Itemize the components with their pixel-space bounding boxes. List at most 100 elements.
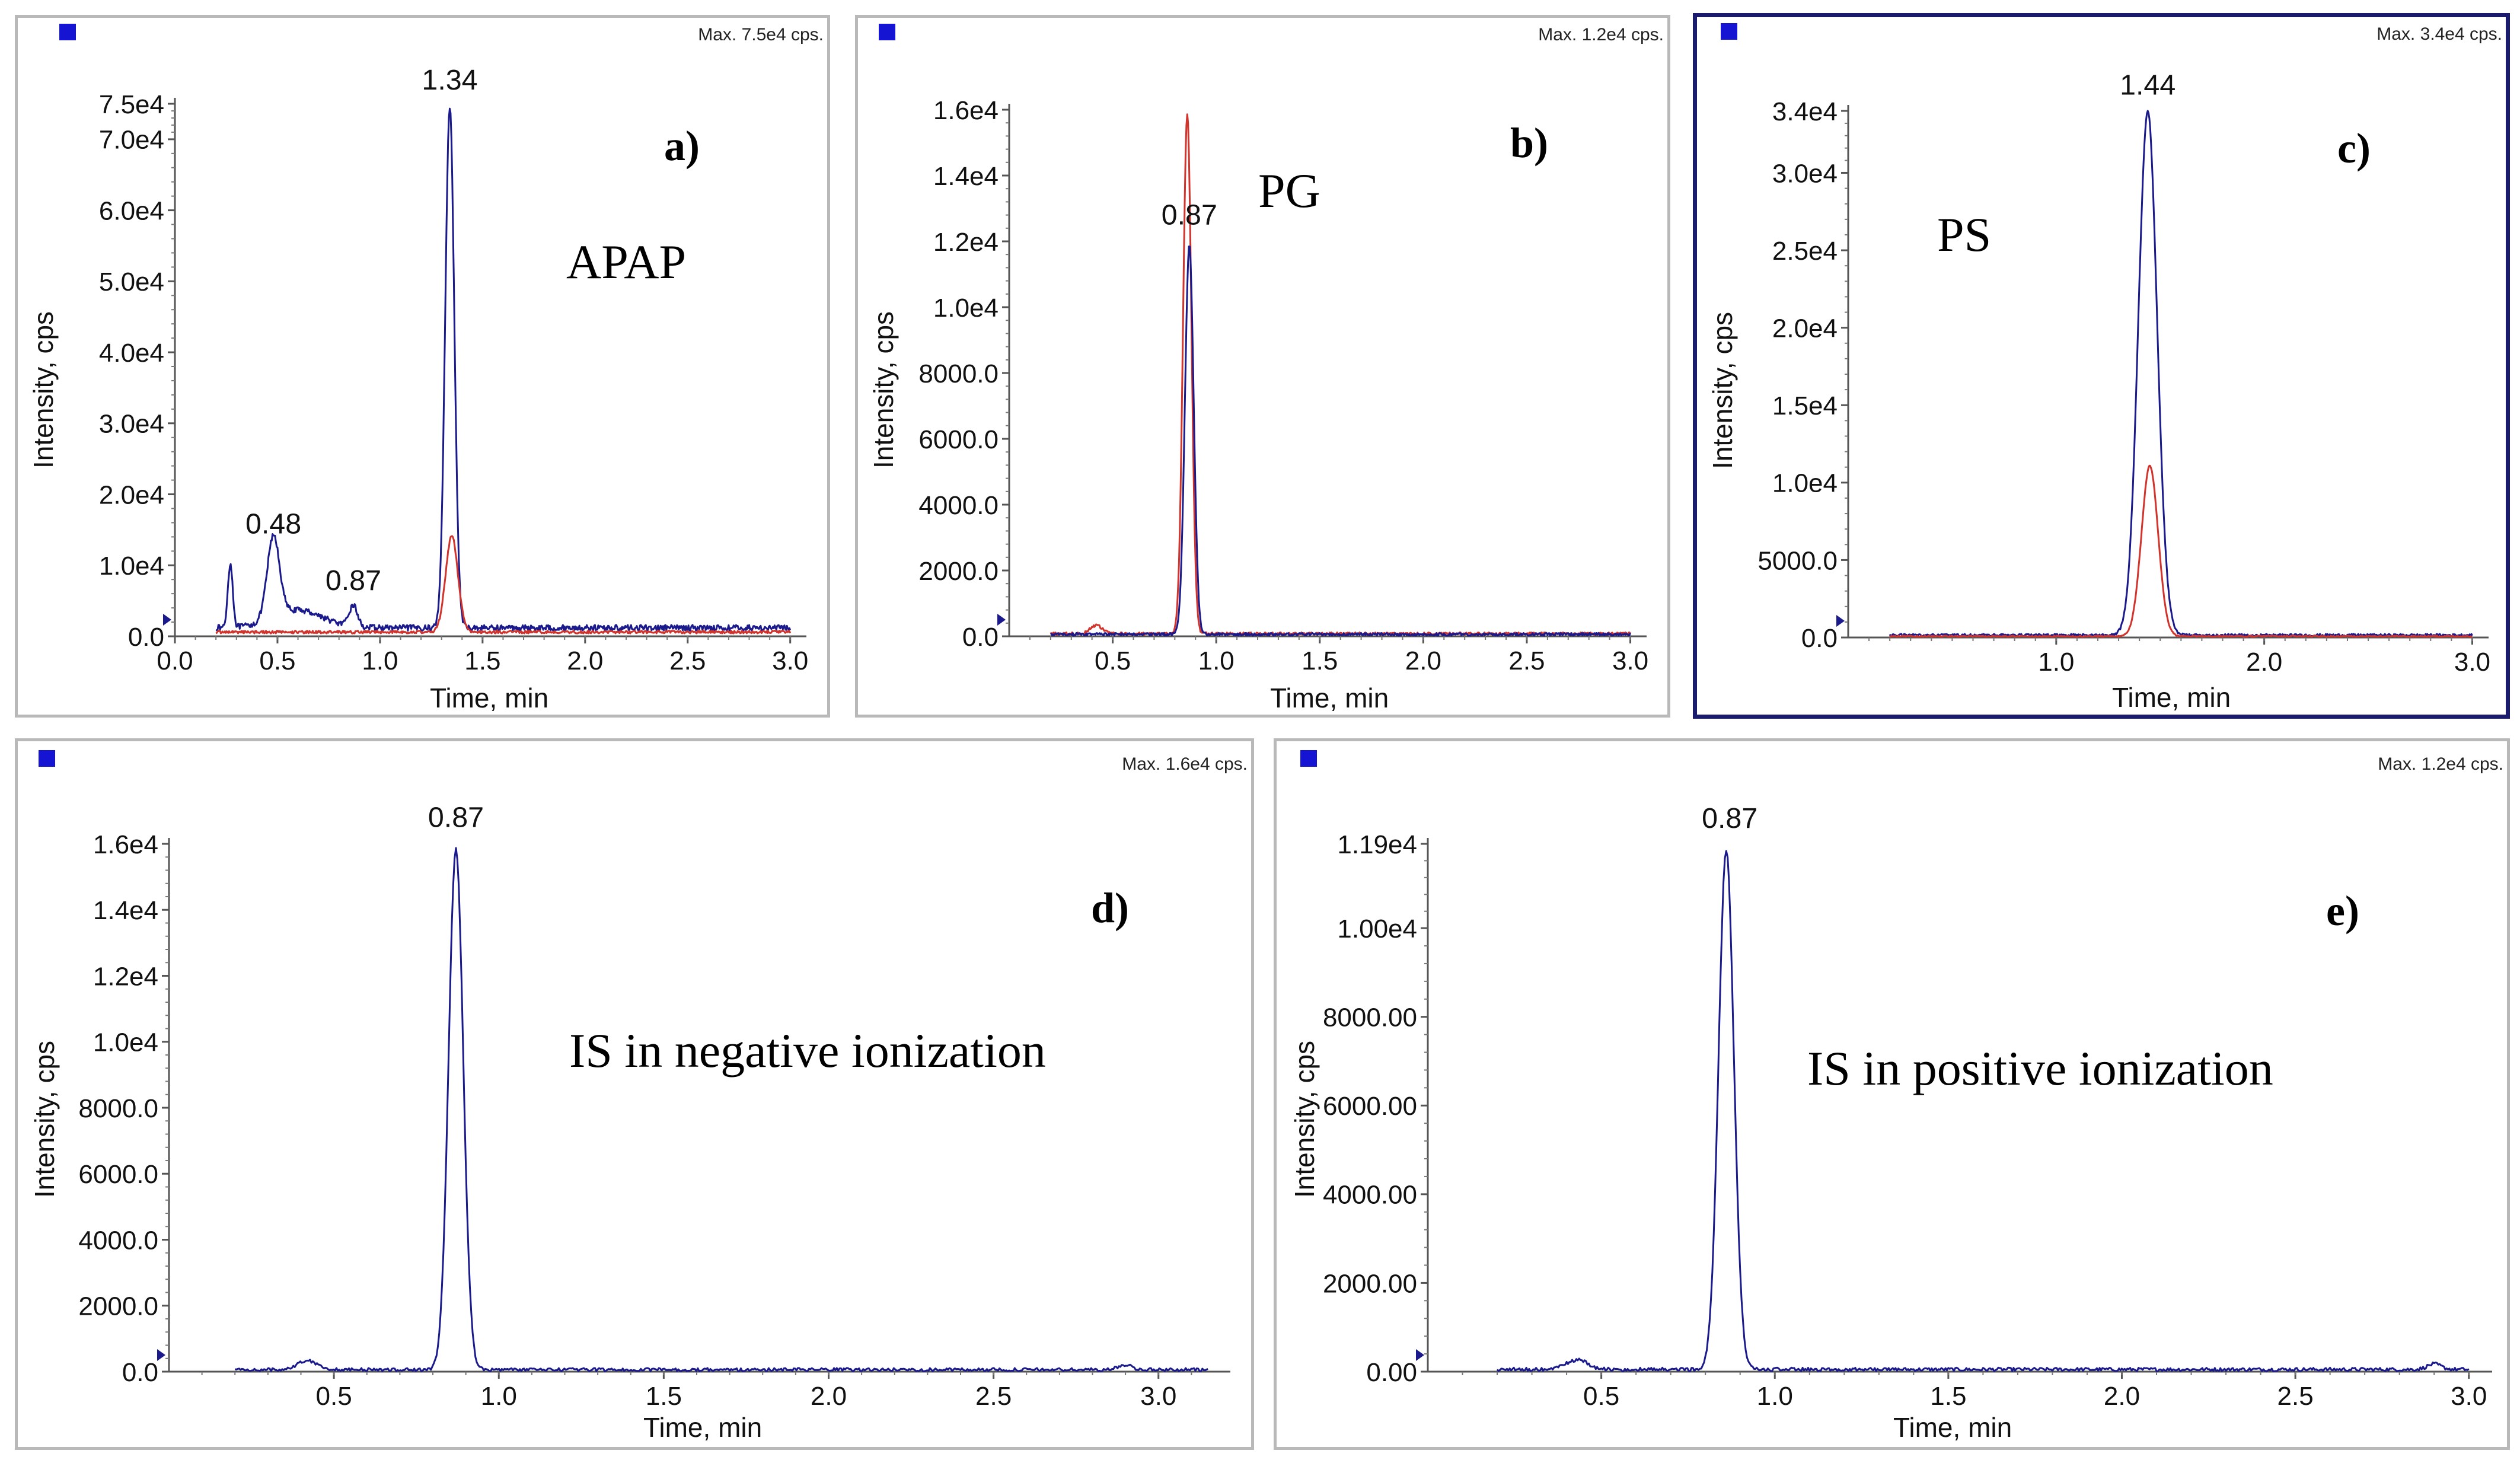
x-tick-label: 3.0 [772, 646, 808, 675]
peak-label: 0.87 [326, 565, 381, 597]
panel-marker-icon [1721, 23, 1737, 40]
y-tick-label: 1.19e4 [1337, 830, 1417, 859]
panel-letter: e) [2326, 887, 2359, 935]
chart-panel-d: Max. 1.6e4 cps. d) IS in negative ioniza… [15, 738, 1254, 1450]
series-line-primary [215, 107, 792, 632]
y-tick-label: 8000.00 [1323, 1003, 1417, 1032]
max-intensity-label: Max. 1.2e4 cps. [1538, 25, 1664, 44]
series-line-primary [1050, 246, 1631, 637]
y-tick-label: 2.0e4 [1772, 314, 1838, 343]
series-line-primary [1889, 110, 2473, 637]
x-tick-label: 2.5 [975, 1382, 1012, 1411]
chart-panel-a: Max. 7.5e4 cps. a) APAP Intensity, cps T… [15, 15, 830, 718]
peak-label: 1.44 [2120, 69, 2176, 101]
x-tick-label: 1.0 [481, 1382, 517, 1411]
compound-name: APAP [566, 235, 687, 289]
x-tick-label: 0.5 [1095, 646, 1131, 675]
x-tick-label: 1.0 [362, 646, 398, 675]
y-tick-label: 7.5e4 [99, 90, 164, 119]
y-tick-label: 0.0 [1801, 624, 1838, 653]
x-tick-label: 3.0 [2451, 1382, 2487, 1411]
series-line-secondary [1050, 113, 1631, 636]
x-tick-label: 2.0 [2104, 1382, 2140, 1411]
y-tick-label: 1.4e4 [933, 162, 999, 191]
x-tick-label: 2.0 [1405, 646, 1441, 675]
x-tick-label: 2.5 [1508, 646, 1545, 675]
series-line-secondary [215, 535, 792, 635]
peak-label: 0.87 [428, 801, 484, 833]
series-line-primary [1496, 850, 2470, 1372]
y-tick-label: 0.00 [1366, 1358, 1417, 1387]
y-tick-label: 1.0e4 [99, 552, 164, 581]
y-tick-label: 1.6e4 [933, 96, 999, 125]
chromatogram-plot: 0.0 2000.0 4000.0 6000.0 8000.0 1.0e4 1.2e4 1.4… [918, 96, 1648, 675]
y-tick-label: 2.5e4 [1772, 237, 1838, 266]
y-tick-label: 3.0e4 [99, 410, 164, 439]
y-tick-label: 4000.00 [1323, 1181, 1417, 1210]
panel-marker-icon [1300, 750, 1317, 767]
y-tick-label: 3.4e4 [1772, 97, 1838, 126]
panel-marker-icon [879, 24, 895, 40]
x-axis-label: Time, min [2112, 682, 2231, 713]
y-tick-label: 0.0 [122, 1358, 158, 1387]
y-tick-label: 6000.00 [1323, 1092, 1417, 1121]
y-tick-label: 1.2e4 [93, 962, 158, 991]
max-intensity-label: Max. 1.2e4 cps. [2378, 754, 2503, 774]
x-tick-label: 2.5 [669, 646, 706, 675]
x-tick-label: 3.0 [1140, 1382, 1176, 1411]
y-tick-label: 5000.0 [1757, 546, 1838, 575]
x-tick-label: 0.5 [316, 1382, 352, 1411]
y-tick-label: 4000.0 [78, 1226, 158, 1255]
peak-label: 1.34 [422, 64, 477, 96]
chart-panel-b: Max. 1.2e4 cps. b) PG Intensity, cps Tim… [855, 15, 1670, 718]
x-axis-label: Time, min [643, 1412, 763, 1443]
y-tick-label: 2.0e4 [99, 480, 164, 509]
y-tick-label: 1.4e4 [93, 896, 158, 925]
baseline-marker-icon [997, 614, 1006, 626]
y-tick-label: 1.0e4 [93, 1028, 158, 1057]
peak-label: 0.87 [1162, 199, 1217, 231]
x-tick-label: 1.0 [1757, 1382, 1793, 1411]
y-tick-label: 4.0e4 [99, 339, 164, 368]
y-tick-label: 1.00e4 [1337, 914, 1417, 943]
panel-letter: a) [664, 122, 700, 170]
panel-marker-icon [39, 750, 55, 767]
panel-marker-icon [59, 24, 76, 40]
y-tick-label: 1.5e4 [1772, 391, 1838, 420]
x-tick-label: 2.0 [811, 1382, 847, 1411]
series-line-secondary [1889, 464, 2473, 638]
x-tick-label: 1.5 [1930, 1382, 1966, 1411]
y-tick-label: 2000.00 [1323, 1269, 1417, 1298]
x-tick-label: 2.5 [2277, 1382, 2314, 1411]
chart-panel-c: Max. 3.4e4 cps. c) PS Intensity, cps Tim… [1693, 13, 2510, 719]
y-tick-label: 0.0 [128, 623, 164, 652]
x-tick-label: 2.0 [2246, 648, 2282, 677]
chart-panel-e: Max. 1.2e4 cps. e) IS in positive ioniza… [1274, 738, 2510, 1450]
y-tick-label: 6000.0 [918, 425, 999, 454]
y-tick-label: 1.0e4 [933, 294, 999, 323]
x-axis-label: Time, min [1270, 683, 1389, 713]
baseline-marker-icon [157, 1349, 165, 1361]
x-tick-label: 1.5 [646, 1382, 682, 1411]
y-tick-label: 8000.0 [918, 359, 999, 388]
baseline-marker-icon [163, 614, 171, 626]
compound-name: PG [1258, 164, 1320, 218]
y-tick-label: 2000.0 [78, 1292, 158, 1321]
chromatogram-plot: 0.0 1.0e4 2.0e4 3.0e4 4.0e4 5.0e4 6.0e4 7.0e4 7.… [99, 64, 808, 675]
max-intensity-label: Max. 7.5e4 cps. [698, 25, 824, 44]
y-tick-label: 6.0e4 [99, 196, 164, 225]
x-tick-label: 3.0 [1612, 646, 1648, 675]
y-tick-label: 8000.0 [78, 1094, 158, 1123]
x-tick-label: 3.0 [2454, 648, 2490, 677]
panel-letter: c) [2337, 125, 2371, 172]
x-tick-label: 1.0 [1198, 646, 1235, 675]
max-intensity-label: Max. 1.6e4 cps. [1122, 754, 1248, 774]
y-tick-label: 3.0e4 [1772, 159, 1838, 188]
x-tick-label: 1.5 [464, 646, 500, 675]
max-intensity-label: Max. 3.4e4 cps. [2377, 24, 2502, 44]
compound-name: IS in positive ionization [1807, 1041, 2273, 1095]
chromatogram-plot: 0.0 2000.0 4000.0 6000.0 8000.0 1.0e4 1.2e4 1.4… [78, 801, 1230, 1411]
x-axis-label: Time, min [430, 683, 549, 713]
y-tick-label: 4000.0 [918, 491, 999, 520]
x-tick-label: 2.0 [567, 646, 603, 675]
